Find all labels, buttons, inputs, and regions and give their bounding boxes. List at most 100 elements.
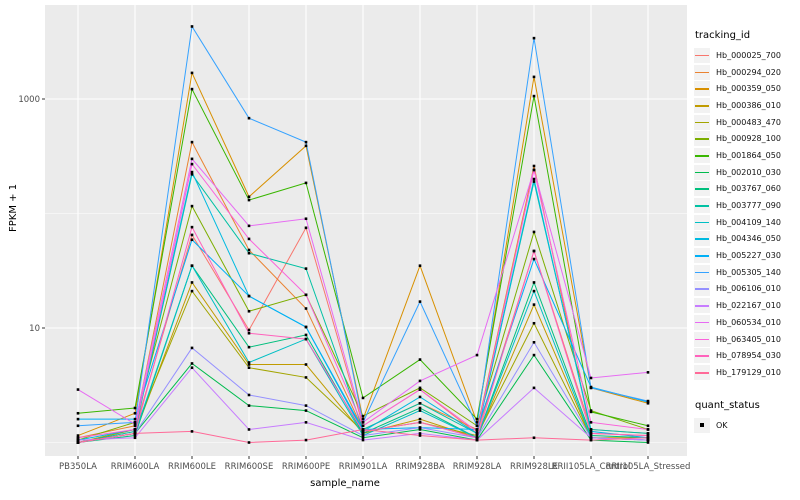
data-point [532,36,536,40]
data-point [532,341,536,344]
data-point [532,230,536,234]
data-point [247,237,251,241]
x-tick-label: RRII105LA_Control [552,462,631,472]
legend-key-line-icon [695,171,709,174]
data-point [247,309,251,313]
y-axis-title: FPKM + 1 [8,183,19,232]
data-point [76,388,80,391]
data-point [361,430,365,433]
data-point [646,424,650,428]
legend-key-box [694,364,710,380]
data-point [190,87,194,91]
legend-key-line-icon [695,104,709,107]
legend-label: Hb_003767_060 [716,184,781,194]
data-point [304,217,308,221]
data-point [247,195,251,199]
data-point [190,25,194,28]
legend-label: Hb_179129_010 [716,367,781,377]
data-point [304,140,308,144]
data-point [475,434,479,437]
legend-item-Hb_060534_010: Hb_060534_010 [694,314,800,331]
data-point [247,428,251,431]
data-point [589,438,593,442]
data-point [76,441,80,444]
legend-key-line-icon [695,355,709,357]
data-point [190,233,194,237]
data-point [418,401,422,405]
data-point [304,421,308,424]
data-point [532,94,536,98]
data-point [361,421,365,424]
data-point [532,249,536,253]
data-point [190,289,194,293]
data-point [247,294,251,298]
data-point [304,267,308,270]
data-point [361,432,365,435]
data-point [418,426,422,429]
legend-item-Hb_022167_010: Hb_022167_010 [694,297,800,314]
data-point [646,371,650,374]
x-tick-label: RRIM901LA [339,462,388,472]
legend-item-ok: OK [694,417,800,434]
legend-tracking-id: tracking_id Hb_000025_700 Hb_000294_020 Hb… [694,30,800,381]
legend-item-Hb_006106_010: Hb_006106_010 [694,281,800,298]
legend-item-Hb_000294_020: Hb_000294_020 [694,64,800,81]
legend-tracking-items: Hb_000025_700 Hb_000294_020 Hb_000359_050 H… [694,47,800,381]
legend-item-Hb_179129_010: Hb_179129_010 [694,364,800,381]
data-point [589,376,593,380]
data-point [247,361,251,364]
data-point [190,140,194,144]
data-point [247,441,251,444]
legend-label: Hb_063405_010 [716,334,781,344]
data-point [304,181,308,185]
x-tick-label: RRII105LA_Stressed [606,462,691,472]
data-point [304,438,308,442]
data-point [475,417,479,421]
legend-quant-status: quant_status OK [694,400,800,434]
data-point [133,424,137,428]
legend-label: Hb_078954_030 [716,351,781,361]
data-point [247,393,251,397]
data-point [589,410,593,414]
data-point [304,293,308,297]
data-point [475,424,479,428]
data-point [532,303,536,306]
legend-item-Hb_000359_050: Hb_000359_050 [694,80,800,97]
data-point [190,346,194,350]
legend-key-box [694,131,710,147]
data-point [247,224,251,228]
legend-key-box [694,164,710,180]
data-point [304,337,308,341]
legend-key-box [694,264,710,280]
data-point [418,358,422,361]
data-point [133,422,137,426]
data-point [133,406,137,410]
data-point [247,363,251,366]
data-point [589,430,593,433]
data-point [133,430,137,433]
legend-item-Hb_000928_100: Hb_000928_100 [694,130,800,147]
legend-label: Hb_000483_470 [716,117,781,127]
legend-label: Hb_002010_030 [716,167,781,177]
legend-item-Hb_005227_030: Hb_005227_030 [694,247,800,264]
data-point [589,432,593,435]
data-point [247,198,251,202]
data-point [532,321,536,325]
data-point [190,264,194,268]
legend-key-box [694,181,710,197]
legend-key-box [694,64,710,80]
data-point [133,417,137,421]
data-point [646,399,650,403]
legend-key-box [694,198,710,214]
legend-title-tracking-id: tracking_id [695,30,751,41]
data-point [646,436,650,440]
legend-key-box [694,214,710,230]
legend-key-box [694,147,710,163]
legend-key-line-icon [695,238,709,240]
data-point [475,353,479,357]
legend-key-line-icon [695,71,709,74]
data-point [304,144,308,148]
data-point [133,434,137,437]
legend-key-box [694,97,710,113]
data-point [247,116,251,120]
